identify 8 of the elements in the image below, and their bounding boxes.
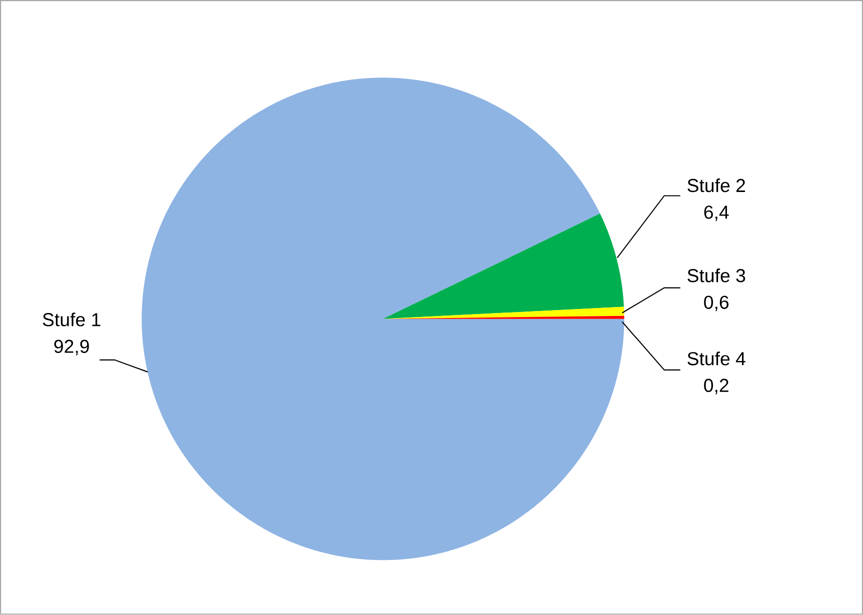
slice-label: Stufe 1 [42,312,100,326]
data-label: 0,6 [704,296,728,312]
slice-label: Stufe 2 [688,178,745,192]
data-label: 92,9 [54,340,89,356]
slice-label: Stufe 4 [688,352,746,366]
data-label: 0,2 [704,378,728,394]
slice-label: Stufe 3 [688,268,746,282]
data-label: 6,4 [704,206,729,222]
